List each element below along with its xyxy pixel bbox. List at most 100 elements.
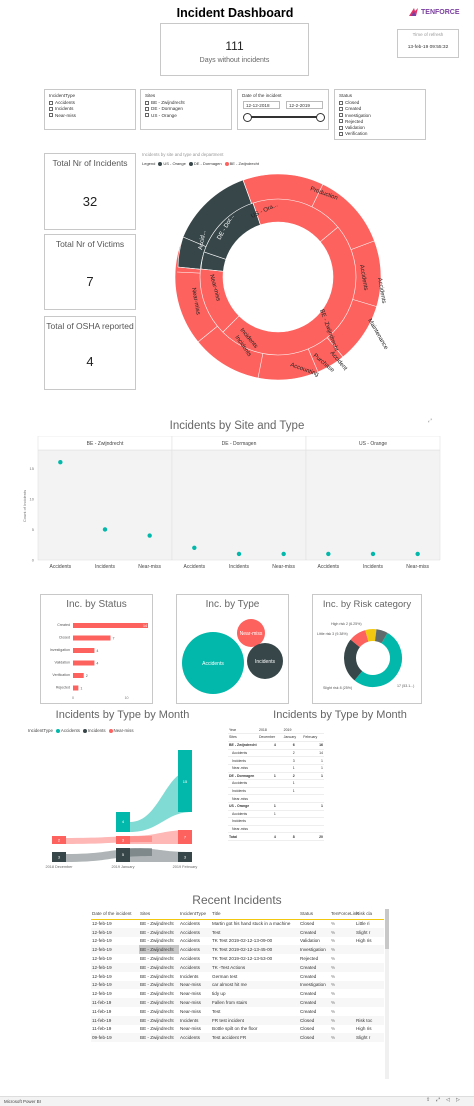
date-range-start-handle[interactable] xyxy=(243,112,252,122)
risk-donut-chart[interactable]: High risk 2 (6.25%) Little risk 3 (9.38%… xyxy=(313,613,423,703)
matrix-row[interactable]: Accidents 1 xyxy=(228,779,324,788)
matrix-row[interactable]: DE - Dormagen 1 2 1 xyxy=(228,772,324,781)
sankey-node[interactable] xyxy=(52,836,66,844)
column-header[interactable]: Sites xyxy=(139,909,179,920)
column-header[interactable]: IncidentType xyxy=(179,909,211,920)
checkbox-accidents[interactable]: Accidents xyxy=(49,100,135,105)
sankey-node[interactable] xyxy=(178,750,192,812)
sites-slicer[interactable]: Sites BE - Zwijndrecht DE - Dormagen US … xyxy=(140,89,232,130)
table-row[interactable]: 11-feb-19 BE - Zwijndrecht Incidents FR tes… xyxy=(91,1015,384,1025)
matrix-row[interactable]: Near-miss xyxy=(228,825,324,834)
sankey-node[interactable] xyxy=(178,852,192,862)
status-slicer[interactable]: Status Closed Created Investigation Reje… xyxy=(334,89,426,140)
status-bar[interactable] xyxy=(73,660,95,666)
incident-type-slicer[interactable]: IncidentType Accidents Incidents Near-mi… xyxy=(44,89,136,130)
checkbox-site-be[interactable]: BE - Zwijndrecht xyxy=(145,100,231,105)
scatter-point[interactable] xyxy=(147,533,152,538)
matrix-row[interactable]: Incidents xyxy=(228,817,324,826)
table-row[interactable]: 12-feb-19 BE - Zwijndrecht Accidents TK Tes… xyxy=(92,938,372,944)
checkbox-site-us[interactable]: US - Orange xyxy=(145,113,231,118)
column-header[interactable]: Status xyxy=(299,909,330,920)
checkbox-site-de[interactable]: DE - Dormagen xyxy=(145,106,231,111)
table-row[interactable]: 12-feb-19 BE - Zwijndrecht Accidents TK Tes… xyxy=(91,945,384,955)
checkbox-near-miss[interactable]: Near-miss xyxy=(49,113,135,118)
scatter-chart[interactable]: Count of Incidents 15 10 5 0 BE - Zwijndrecht… xyxy=(22,436,442,586)
column-header[interactable]: TenForceLink xyxy=(330,909,359,920)
checkbox-status-verification[interactable]: Verification xyxy=(339,131,425,136)
checkbox-status-closed[interactable]: Closed xyxy=(339,100,425,105)
status-bar[interactable] xyxy=(73,673,84,678)
table-row[interactable]: 09-feb-19 BE - Zwijndrecht Accidents Test a… xyxy=(91,1033,384,1043)
table-row[interactable]: 12-feb-19 BE - Zwijndrecht Incidents German… xyxy=(92,973,336,979)
table-row[interactable]: 12-feb-19 BE - Zwijndrecht Near-miss tidy u… xyxy=(92,991,336,997)
scatter-point[interactable] xyxy=(370,551,376,557)
table-row[interactable]: 12-feb-19 BE - Zwijndrecht Accidents TK -Te… xyxy=(91,962,384,972)
date-slicer[interactable]: Date of the incident 12-12-2018 12-2-201… xyxy=(237,89,329,130)
checkbox-status-created[interactable]: Created xyxy=(339,106,425,111)
footer-brand[interactable]: Microsoft Power BI xyxy=(4,1098,41,1104)
status-bar[interactable] xyxy=(73,685,79,691)
table-row[interactable]: 12-feb-19 BE - Zwijndrecht Accidents Martin… xyxy=(92,921,370,927)
scatter-point[interactable] xyxy=(192,545,197,550)
bubble-incidents[interactable] xyxy=(247,643,283,679)
sankey-node[interactable] xyxy=(116,836,130,844)
table-scrollbar[interactable] xyxy=(385,909,389,1079)
prev-page-icon[interactable]: ◁ xyxy=(446,1097,450,1103)
checkbox-status-investigation[interactable]: Investigation xyxy=(339,113,425,118)
checkbox-incidents[interactable]: Incidents xyxy=(49,106,135,111)
next-page-icon[interactable]: ▷ xyxy=(456,1097,460,1103)
status-bar[interactable] xyxy=(73,623,148,628)
kpi-total-incidents: Total Nr of Incidents 32 xyxy=(44,153,136,230)
checkbox-status-validation[interactable]: Validation xyxy=(339,125,425,130)
type-bubble-chart[interactable]: Accidents Near-miss Incidents xyxy=(177,613,290,703)
sankey-node[interactable] xyxy=(116,848,130,862)
matrix-row[interactable]: Near-miss xyxy=(228,794,324,803)
x-tick-label: Near-miss xyxy=(272,564,295,570)
recent-incidents-table[interactable]: Date of the incident Sites IncidentType Tit… xyxy=(91,909,384,1079)
matrix-row[interactable]: Near-miss 1 1 xyxy=(228,764,324,773)
sankey-node[interactable] xyxy=(178,830,192,844)
table-row[interactable]: 11-feb-19 BE - Zwijndrecht Near-miss Test Cr… xyxy=(92,1008,336,1014)
matrix-row[interactable]: Total 4 8 20 xyxy=(228,832,324,841)
sankey-chart[interactable]: 2 3 4 3 5 15 7 3 2018 December 2019 Janu… xyxy=(40,740,240,870)
matrix-row[interactable]: Incidents 3 1 xyxy=(228,756,324,765)
sankey-node[interactable] xyxy=(116,812,130,832)
status-chart-title: Inc. by Status xyxy=(66,599,127,610)
status-bar[interactable] xyxy=(73,635,111,641)
sankey-node[interactable] xyxy=(52,852,66,862)
matrix-row[interactable]: US - Orange 1 1 xyxy=(228,802,324,811)
scatter-panel xyxy=(305,449,441,561)
checkbox-status-rejected[interactable]: Rejected xyxy=(339,119,425,124)
scatter-point[interactable] xyxy=(326,551,331,557)
days-value: 111 xyxy=(225,39,244,53)
column-header[interactable]: Title xyxy=(211,909,299,920)
fullscreen-icon[interactable]: ⤢ xyxy=(436,1097,441,1103)
scatter-point[interactable] xyxy=(58,460,63,465)
table-row[interactable]: 12-feb-19 BE - Zwijndrecht Near-miss car al… xyxy=(91,980,384,990)
date-to-input[interactable]: 12-2-2019 xyxy=(286,101,323,109)
matrix-row[interactable]: Accidents 1 xyxy=(228,810,324,819)
type-chart-card: Inc. by Type Accidents Near-miss Inciden… xyxy=(176,594,289,704)
share-icon[interactable]: ⇪ xyxy=(426,1097,431,1103)
bubble-near-miss[interactable] xyxy=(237,619,265,647)
date-range-end-handle[interactable] xyxy=(316,112,325,122)
date-from-input[interactable]: 12-12-2018 xyxy=(243,101,280,109)
column-header[interactable]: Risk cla xyxy=(355,909,384,920)
scatter-point[interactable] xyxy=(281,551,286,557)
table-row[interactable]: 12-feb-19 BE - Zwijndrecht Accidents Test Cr… xyxy=(91,927,384,937)
matrix-row[interactable]: BE - Zwijndrecht 4 6 16 xyxy=(228,741,324,750)
bubble-accidents[interactable] xyxy=(182,632,244,694)
table-row[interactable]: 11-feb-19 BE - Zwijndrecht Near-miss Bottle… xyxy=(92,1026,372,1032)
sunburst-chart[interactable]: Production US - Ora... Accidents BE - Zw… xyxy=(170,170,390,385)
scatter-point[interactable] xyxy=(236,551,242,557)
table-row[interactable]: 12-feb-19 BE - Zwijndrecht Accidents TK Tes… xyxy=(92,956,336,962)
scatter-point[interactable] xyxy=(415,551,420,557)
column-header[interactable]: Date of the incident xyxy=(91,909,139,920)
status-bar[interactable] xyxy=(73,648,95,653)
scatter-point[interactable] xyxy=(102,527,108,532)
matrix-row[interactable]: Incidents 1 xyxy=(228,787,324,796)
focus-mode-icon[interactable]: ⤢ xyxy=(428,418,433,424)
table-row[interactable]: 11-feb-19 BE - Zwijndrecht Near-miss Fallen… xyxy=(91,998,384,1007)
matrix-row[interactable]: Accidents 2 14 xyxy=(228,749,324,758)
